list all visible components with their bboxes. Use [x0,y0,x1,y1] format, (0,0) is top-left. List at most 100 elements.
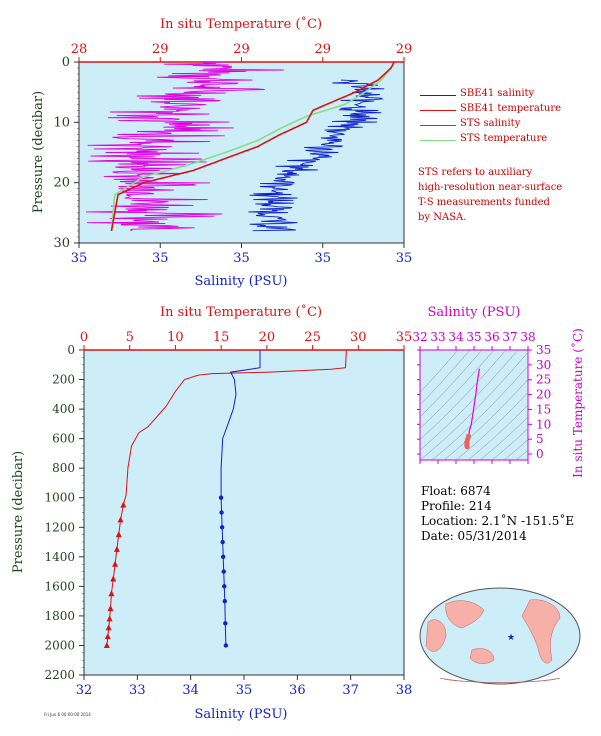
temperature-marker [107,605,114,612]
legend-swatch-sbe41-salinity [420,95,456,96]
bottom-sal-tick-label: 33 [129,683,146,698]
temperature-marker [120,501,127,508]
ts-sal-tick-label: 37 [502,330,517,344]
top-salinity-axis-label: Salinity (PSU) [195,274,288,289]
top-pressure-tick-label: 20 [53,176,70,191]
bottom-pressure-tick-label: 1400 [44,550,75,564]
temperature-marker [108,590,115,597]
salinity-marker [223,643,229,648]
bottom-chart: 0 5 10 15 20 25 30 35 32 33 34 35 36 37 38 0 200 400 600 80… [11,304,412,722]
ts-sal-tick-label: 36 [484,330,499,344]
ts-temp-tick-label: 20 [536,388,551,402]
legend-swatch-sts-temperature [420,140,456,141]
top-series-sts-salinity [85,61,284,232]
ts-temp-tick-label: 0 [536,447,544,461]
top-sal-tick-label: 35 [314,251,331,266]
bottom-temp-tick-label: 15 [213,330,230,345]
legend-label: STS salinity [460,118,521,129]
note-line: T-S measurements funded [418,197,550,208]
bottom-plot-area [83,349,405,676]
float-id: Float: 6874 [421,484,491,498]
ts-deep-marker [464,444,470,450]
top-sal-tick-label: 35 [396,251,413,266]
ts-series [464,368,480,450]
map-land-antarctica [439,677,561,683]
bottom-temp-tick-label: 10 [167,330,184,345]
sts-note: STS refers to auxiliary high-resolution … [418,165,598,225]
bottom-temp-tick-label: 5 [126,330,134,345]
top-sal-tick-label: 35 [152,251,169,266]
top-temp-tick-label: 29 [314,42,331,57]
bottom-pressure-tick-label: 1800 [44,609,75,623]
map-land-africa [425,619,447,652]
bottom-pressure-tick-label: 800 [52,461,75,475]
bottom-series [103,349,347,648]
bottom-pressure-tick-label: 1600 [44,579,75,593]
legend-swatch-sbe41-temperature [420,110,456,111]
profile-date: Date: 05/31/2014 [421,529,527,543]
density-contour [420,350,519,451]
bottom-series-sbe41-temperature [106,349,347,646]
bottom-sal-tick-label: 38 [396,683,413,698]
density-contour [420,350,483,418]
float-location: Location: 2.1˚N -151.5˚E [421,514,575,528]
top-sal-tick-label: 35 [233,251,250,266]
top-temperature-axis-label: In situ Temperature (˚C) [160,16,322,32]
bottom-pressure-tick-label: 400 [52,402,75,416]
bottom-pressure-tick-label: 1000 [44,491,75,505]
temperature-marker [115,531,122,538]
ts-temp-tick-label: 30 [536,358,551,372]
top-pressure-tick-label: 10 [53,115,70,130]
density-contour [479,416,528,460]
top-series [85,61,395,232]
note-line: high-resolution near-surface [418,182,563,193]
location-map: ★ [419,587,581,685]
salinity-marker [219,510,224,515]
ts-temp-tick-label: 5 [536,432,544,446]
ts-temp-tick-label: 10 [536,417,551,431]
bottom-pressure-axis-label: Pressure (decibar) [11,451,26,573]
temperature-marker [110,575,117,582]
map-land-asia [445,600,485,629]
temperature-marker [104,633,111,640]
salinity-marker [221,554,226,560]
bottom-salinity-axis-label: Salinity (PSU) [195,707,288,722]
top-temp-tick-label: 28 [71,42,88,57]
ts-salinity-axis-label: Salinity (PSU) [428,305,521,320]
legend-label: SBE41 temperature [460,103,562,114]
bottom-temp-tick-label: 30 [350,330,367,345]
bottom-temp-tick-label: 0 [80,330,88,345]
density-contour [420,350,471,406]
density-contour [491,428,528,460]
bottom-sal-tick-label: 35 [236,683,253,698]
salinity-marker [220,539,225,545]
ts-sal-tick-label: 32 [412,330,427,344]
top-series-sbe41-salinity [248,79,385,232]
ts-temperature-axis-label: In situ Temperature (˚C) [570,328,585,478]
salinity-marker [218,495,224,500]
legend-swatch-sts-salinity [420,125,456,126]
bottom-pressure-tick-label: 2000 [44,638,75,652]
bottom-pressure-tick-label: 1200 [44,520,75,534]
bottom-axis-ticks: 0 5 10 15 20 25 30 35 32 33 34 35 36 37 38 0 200 400 600 80… [44,330,412,698]
density-contour [431,365,528,460]
top-pressure-axis-label: Pressure (decibar) [31,91,46,213]
temperature-marker [117,516,124,523]
salinity-marker [219,525,225,530]
ts-sal-tick-label: 35 [466,330,481,344]
top-series-sts-temperature [110,67,392,231]
ts-temp-tick-label: 15 [536,402,551,416]
bottom-sal-tick-label: 32 [76,683,93,698]
float-location-marker: ★ [507,633,515,643]
top-pressure-tick-label: 30 [53,236,70,251]
top-temp-tick-label: 29 [233,42,250,57]
profile-number: Profile: 214 [421,499,492,513]
ts-sal-tick-label: 33 [430,330,445,344]
bottom-pressure-tick-label: 2200 [44,668,75,682]
temperature-marker [106,615,113,622]
bottom-pressure-tick-label: 0 [67,343,75,357]
bottom-sal-tick-label: 37 [342,683,359,698]
temperature-marker [103,641,110,648]
